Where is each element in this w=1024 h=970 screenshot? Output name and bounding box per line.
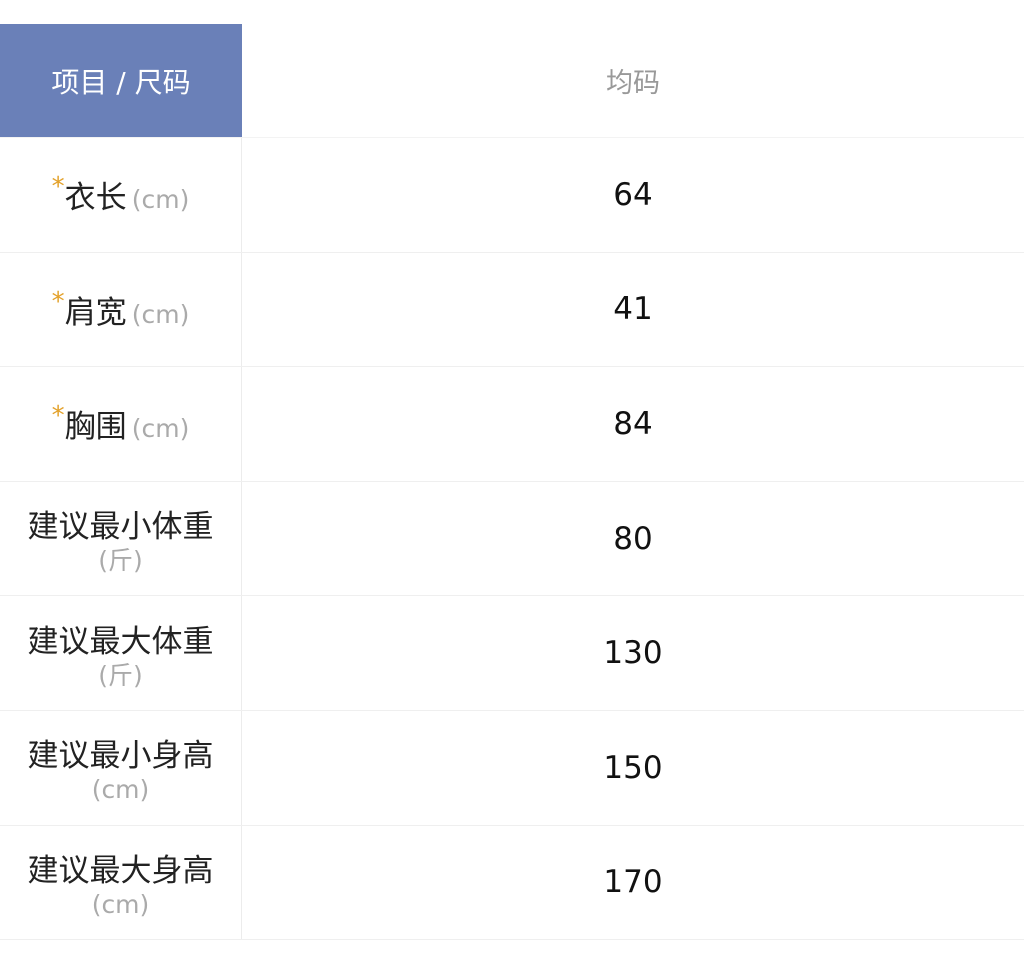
size-table: 项目 / 尺码 均码 *衣长 (cm) 64 *肩宽 (cm) 41 *胸围 (cm) 8… xyxy=(0,24,1024,941)
row-label-cell: 建议最大体重 (斤) xyxy=(0,596,242,710)
row-label: 建议最大体重 xyxy=(27,623,214,660)
row-label: 建议最大身高 xyxy=(27,852,214,889)
header-one-size: 均码 xyxy=(606,68,660,99)
row-label: 建议最小身高 xyxy=(27,738,214,775)
table-row: *衣长 (cm) 64 xyxy=(0,138,1024,253)
row-label-cell: *胸围 (cm) xyxy=(0,367,242,481)
row-unit: (cm) xyxy=(91,775,150,805)
row-unit: (cm) xyxy=(131,185,190,215)
row-label: 建议最小体重 xyxy=(27,509,214,546)
row-value: 150 xyxy=(603,749,663,786)
row-value: 41 xyxy=(613,291,653,328)
row-label: 肩宽 xyxy=(64,294,127,331)
row-unit: (cm) xyxy=(131,414,190,444)
row-label-cell: *衣长 (cm) xyxy=(0,138,242,252)
row-value: 130 xyxy=(603,635,663,672)
table-row: 建议最大身高 (cm) 170 xyxy=(0,825,1024,941)
row-value: 84 xyxy=(613,405,653,442)
row-label-cell: 建议最大身高 (cm) xyxy=(0,825,242,940)
row-value: 170 xyxy=(603,864,663,901)
row-unit: (斤) xyxy=(98,660,143,690)
required-star: * xyxy=(51,401,65,432)
row-label-cell: *肩宽 (cm) xyxy=(0,252,242,367)
required-star: * xyxy=(51,172,65,203)
required-star: * xyxy=(51,286,65,317)
table-row: 建议最小体重 (斤) 80 xyxy=(0,481,1024,597)
row-label: 衣长 xyxy=(64,180,127,217)
row-label: 胸围 xyxy=(64,409,127,446)
row-value: 80 xyxy=(613,520,653,557)
row-unit: (cm) xyxy=(91,889,150,919)
row-unit: (斤) xyxy=(98,546,143,576)
header-item-size: 项目 / 尺码 xyxy=(0,24,242,137)
row-label-cell: 建议最小身高 (cm) xyxy=(0,710,242,825)
table-row: 建议最大体重 (斤) 130 xyxy=(0,596,1024,711)
row-unit: (cm) xyxy=(131,299,190,329)
table-header-row: 项目 / 尺码 均码 xyxy=(0,24,1024,138)
table-row: 建议最小身高 (cm) 150 xyxy=(0,710,1024,826)
table-row: *肩宽 (cm) 41 xyxy=(0,252,1024,368)
row-value: 64 xyxy=(613,176,653,213)
table-row: *胸围 (cm) 84 xyxy=(0,367,1024,482)
row-label-cell: 建议最小体重 (斤) xyxy=(0,481,242,596)
